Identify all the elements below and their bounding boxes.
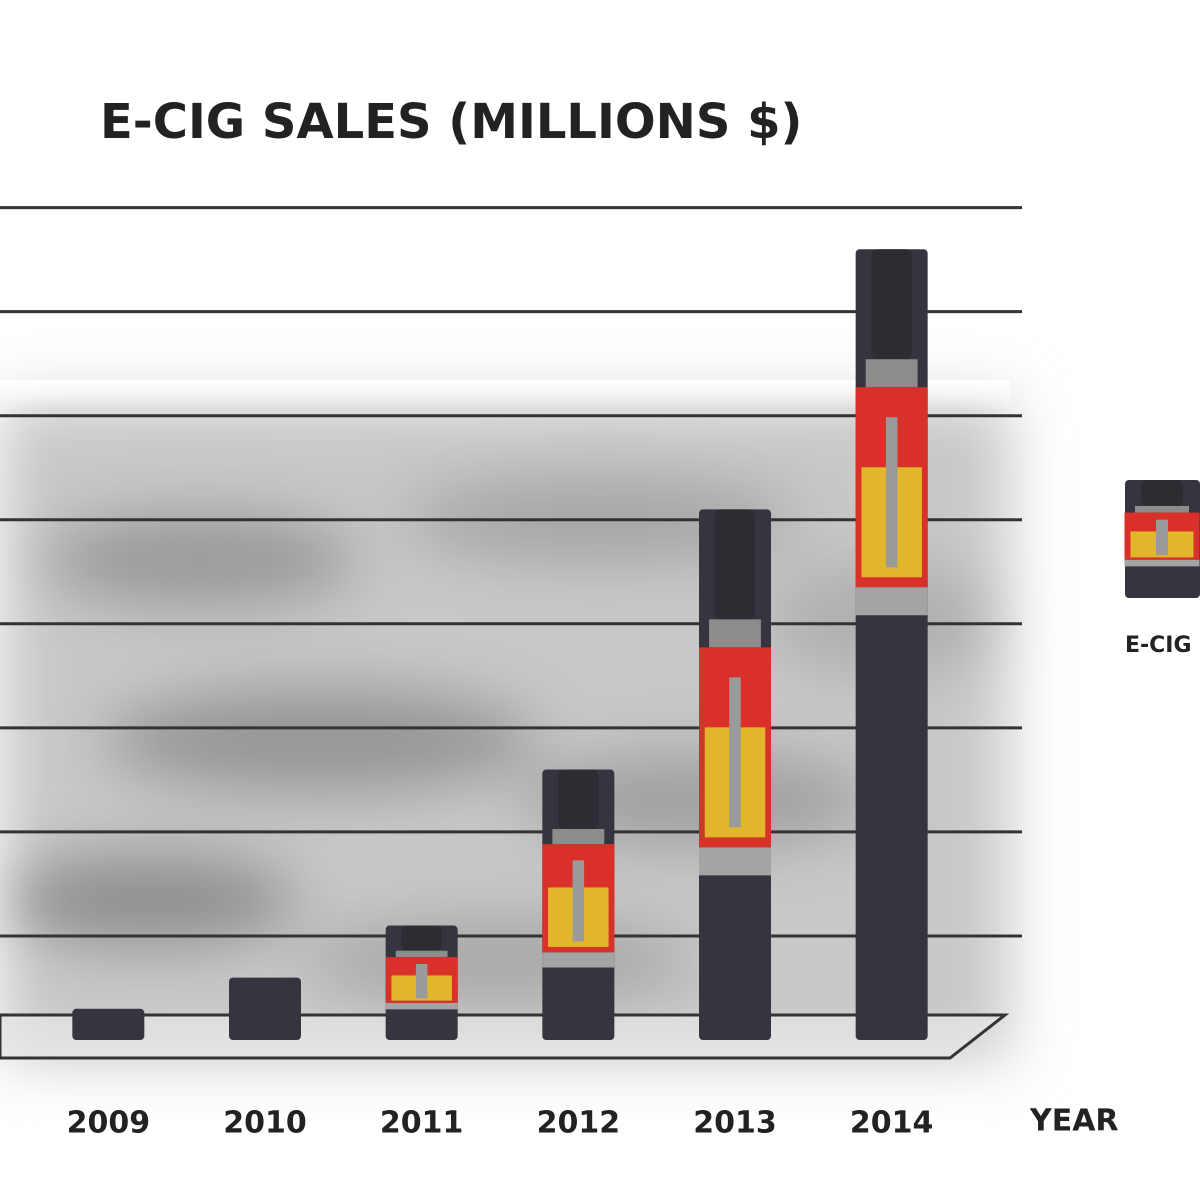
x-tick-label: 2014 — [850, 1106, 934, 1141]
ecig-ring — [855, 587, 928, 616]
chart-title: E-CIG SALES (MILLIONS $) — [100, 94, 802, 150]
x-axis-label: YEAR — [1029, 1104, 1119, 1139]
bar — [229, 977, 301, 1040]
ecig-core — [729, 677, 741, 828]
ecig-collar — [1135, 505, 1189, 513]
ecig-ring — [542, 952, 615, 968]
x-tick-label: 2012 — [537, 1106, 621, 1141]
floor — [0, 1013, 1010, 1060]
ecig-tip — [401, 925, 442, 951]
legend-label: E-CIG — [1125, 633, 1192, 658]
ecig-ring — [385, 1002, 458, 1010]
ecig-collar — [709, 619, 761, 648]
ecig-ring — [699, 847, 771, 876]
grid — [0, 206, 1022, 938]
ecig-core — [1156, 519, 1168, 556]
ecig-tip — [714, 509, 756, 620]
x-tick-label: 2011 — [380, 1106, 464, 1141]
ecig-collar — [395, 950, 448, 958]
ecig-ring — [1124, 559, 1200, 567]
ecig-tip — [871, 249, 912, 360]
ecig-collar — [865, 359, 918, 388]
legend: E-CIG — [1124, 480, 1200, 658]
smoke-fade — [0, 380, 1010, 500]
x-tick-label: 2013 — [693, 1106, 777, 1141]
ecig-tip — [558, 769, 599, 829]
ecig-collar — [552, 828, 605, 845]
ecig-core — [572, 860, 585, 942]
bars: 2009 2010 2011 2012 2013 2014 — [67, 249, 934, 1141]
bar — [72, 1008, 145, 1040]
ecig-core — [885, 417, 898, 568]
ecig-core — [415, 964, 428, 999]
x-tick-label: 2010 — [223, 1106, 307, 1141]
ecig-tip — [1141, 480, 1183, 506]
x-tick-label: 2009 — [67, 1106, 151, 1141]
